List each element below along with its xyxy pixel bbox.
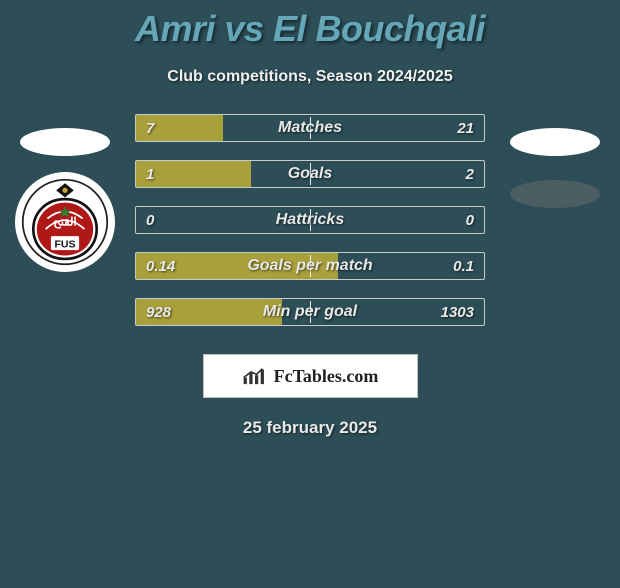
stat-bar: 928Min per goal1303 bbox=[135, 298, 485, 326]
team-placeholder-icon bbox=[510, 128, 600, 156]
widget: Amri vs El Bouchqali Club competitions, … bbox=[0, 8, 620, 438]
bar-chart-icon bbox=[242, 366, 268, 386]
svg-text:الفتح: الفتح bbox=[53, 217, 76, 229]
stat-right-value: 0 bbox=[466, 207, 474, 233]
stat-bar: 0.14Goals per match0.1 bbox=[135, 252, 485, 280]
page-subtitle: Club competitions, Season 2024/2025 bbox=[10, 68, 610, 86]
stat-right-value: 1303 bbox=[441, 299, 474, 325]
team-placeholder-icon bbox=[510, 180, 600, 208]
left-team-col: الفتح FUS bbox=[10, 128, 120, 272]
stat-bar: 7Matches21 bbox=[135, 114, 485, 142]
stat-label: Min per goal bbox=[136, 299, 484, 325]
team-placeholder-icon bbox=[20, 128, 110, 156]
team-crest-icon: الفتح FUS bbox=[15, 172, 115, 272]
fctables-badge[interactable]: FcTables.com bbox=[203, 354, 418, 398]
page-title: Amri vs El Bouchqali bbox=[10, 8, 610, 50]
stats-bars: 7Matches21 1Goals2 0Hattricks0 0.14Goals pe… bbox=[135, 114, 485, 326]
date-label: 25 february 2025 bbox=[10, 418, 610, 438]
stat-label: Matches bbox=[136, 115, 484, 141]
fctables-label: FcTables.com bbox=[274, 366, 379, 387]
stat-label: Hattricks bbox=[136, 207, 484, 233]
stat-bar: 1Goals2 bbox=[135, 160, 485, 188]
stat-right-value: 2 bbox=[466, 161, 474, 187]
right-team-col bbox=[500, 128, 610, 208]
stat-right-value: 0.1 bbox=[453, 253, 474, 279]
svg-text:FUS: FUS bbox=[54, 239, 75, 251]
stat-right-value: 21 bbox=[457, 115, 474, 141]
stat-label: Goals bbox=[136, 161, 484, 187]
stat-bar: 0Hattricks0 bbox=[135, 206, 485, 234]
stat-label: Goals per match bbox=[136, 253, 484, 279]
